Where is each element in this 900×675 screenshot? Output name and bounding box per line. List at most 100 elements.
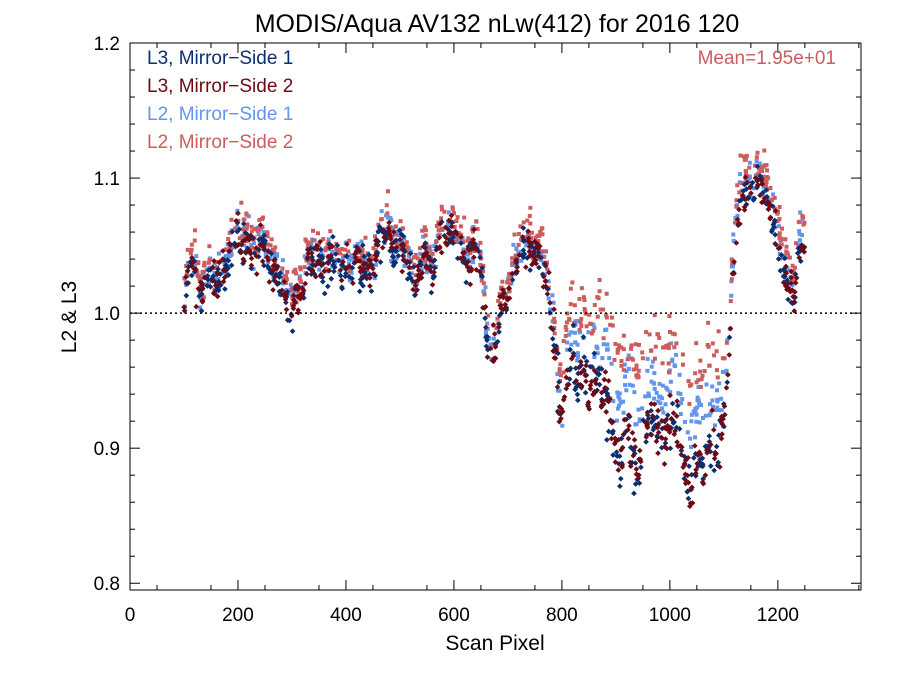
l3-mirror-side-2-point	[559, 408, 566, 415]
l2-mirror-side-1-point	[291, 290, 296, 295]
l2-mirror-side-2-point	[195, 273, 200, 278]
l3-mirror-side-2-point	[540, 284, 547, 290]
l3-mirror-side-2-point	[327, 244, 333, 251]
l2-mirror-side-2-point	[415, 256, 420, 261]
l2-mirror-side-2-point	[661, 345, 666, 350]
l3-mirror-side-2-point	[772, 207, 779, 214]
l2-mirror-side-2-point	[656, 332, 661, 337]
l3-mirror-side-2-point	[211, 290, 218, 297]
l3-mirror-side-2-point	[367, 275, 373, 281]
l3-mirror-side-2-point	[387, 233, 394, 239]
l2-mirror-side-1-point	[415, 281, 420, 286]
l3-mirror-side-2-point	[355, 257, 362, 264]
l2-mirror-side-1-point	[249, 242, 254, 247]
l2-mirror-side-2-point	[409, 258, 414, 263]
l3-mirror-side-2-point	[731, 258, 737, 265]
l3-mirror-side-2-point	[605, 378, 612, 384]
l2-mirror-side-2-point	[507, 289, 512, 294]
l3-mirror-side-2-point	[367, 257, 373, 264]
l2-mirror-side-2-point	[261, 215, 266, 220]
l2-mirror-side-2-point	[700, 373, 705, 378]
l2-mirror-side-2-point	[472, 248, 477, 253]
l3-mirror-side-2-point	[553, 347, 559, 353]
l2-mirror-side-2-point	[422, 225, 427, 230]
l3-mirror-side-2-point	[621, 416, 628, 423]
l2-mirror-side-2-point	[229, 217, 234, 222]
l2-mirror-side-2-point	[420, 228, 425, 233]
l2-mirror-side-2-point	[189, 242, 194, 247]
l2-mirror-side-2-point	[436, 228, 441, 233]
l2-mirror-side-2-point	[572, 321, 577, 326]
l3-mirror-side-1-point	[343, 270, 349, 277]
l2-mirror-side-1-point	[757, 161, 762, 166]
l3-mirror-side-1-point	[359, 242, 366, 249]
l3-mirror-side-1-point	[520, 225, 527, 231]
l3-mirror-side-2-point	[448, 237, 455, 244]
l2-mirror-side-1-point	[230, 244, 235, 249]
l2-mirror-side-1-point	[575, 358, 580, 363]
l2-mirror-side-1-point	[621, 399, 626, 404]
l2-mirror-side-2-point	[744, 171, 749, 176]
y-tick-label: 0.8	[94, 574, 120, 595]
l2-mirror-side-1-point	[573, 340, 578, 345]
l3-mirror-side-2-point	[281, 278, 288, 285]
l2-mirror-side-2-point	[735, 183, 740, 188]
l3-mirror-side-2-point	[747, 184, 754, 191]
l2-mirror-side-1-point	[446, 210, 451, 215]
l3-mirror-side-1-point	[706, 433, 713, 439]
l2-mirror-side-2-point	[481, 263, 486, 268]
l2-mirror-side-2-point	[478, 252, 483, 257]
l2-mirror-side-2-point	[764, 180, 769, 185]
l2-mirror-side-2-point	[482, 292, 487, 297]
l3-mirror-side-1-point	[638, 464, 644, 471]
l2-mirror-side-2-point	[621, 347, 626, 352]
l2-mirror-side-2-point	[604, 291, 609, 296]
l2-mirror-side-1-point	[519, 250, 524, 255]
l2-mirror-side-1-point	[392, 258, 397, 263]
l3-mirror-side-2-point	[259, 258, 266, 265]
l2-mirror-side-1-point	[710, 384, 715, 389]
l3-mirror-side-1-point	[614, 453, 620, 459]
l2-mirror-side-2-point	[563, 333, 568, 338]
l2-mirror-side-1-point	[453, 234, 458, 239]
l3-mirror-side-2-point	[216, 279, 222, 286]
l3-mirror-side-2-point	[775, 245, 782, 252]
l2-mirror-side-2-point	[336, 247, 341, 252]
l2-mirror-side-1-point	[668, 390, 673, 395]
l3-mirror-side-2-point	[736, 206, 742, 213]
l2-mirror-side-2-point	[686, 379, 691, 384]
l3-mirror-side-2-point	[352, 254, 359, 261]
l2-mirror-side-2-point	[271, 247, 276, 252]
l3-mirror-side-2-point	[253, 271, 260, 277]
l3-mirror-side-2-point	[261, 246, 267, 253]
l2-mirror-side-1-point	[448, 235, 453, 240]
l2-mirror-side-2-point	[513, 253, 518, 258]
l2-mirror-side-2-point	[500, 279, 505, 284]
l2-mirror-side-1-point	[281, 281, 286, 286]
l3-mirror-side-2-point	[711, 455, 718, 462]
l2-mirror-side-2-point	[182, 276, 187, 281]
l2-mirror-side-2-point	[619, 345, 624, 350]
l2-mirror-side-2-point	[369, 254, 374, 259]
l3-mirror-side-2-point	[754, 178, 760, 184]
l2-mirror-side-1-point	[617, 391, 622, 396]
l2-mirror-side-1-point	[397, 233, 402, 238]
l3-mirror-side-2-point	[325, 260, 332, 267]
l3-mirror-side-2-point	[304, 271, 310, 277]
l2-mirror-side-2-point	[777, 232, 782, 237]
l2-mirror-side-2-point	[371, 246, 376, 251]
l2-mirror-side-2-point	[529, 230, 534, 235]
l2-mirror-side-2-point	[516, 242, 521, 247]
l2-mirror-side-2-point	[743, 169, 748, 174]
l2-mirror-side-2-point	[533, 235, 538, 240]
l3-mirror-side-2-point	[672, 428, 678, 434]
l2-mirror-side-2-point	[564, 327, 569, 332]
l3-mirror-side-2-point	[682, 480, 689, 487]
l2-mirror-side-2-point	[734, 198, 739, 203]
l3-mirror-side-2-point	[423, 250, 430, 256]
l3-mirror-side-2-point	[577, 382, 584, 388]
l2-mirror-side-1-point	[216, 251, 221, 256]
l3-mirror-side-2-point	[695, 452, 701, 458]
l3-mirror-side-2-point	[458, 234, 464, 240]
l2-mirror-side-2-point	[754, 155, 759, 160]
